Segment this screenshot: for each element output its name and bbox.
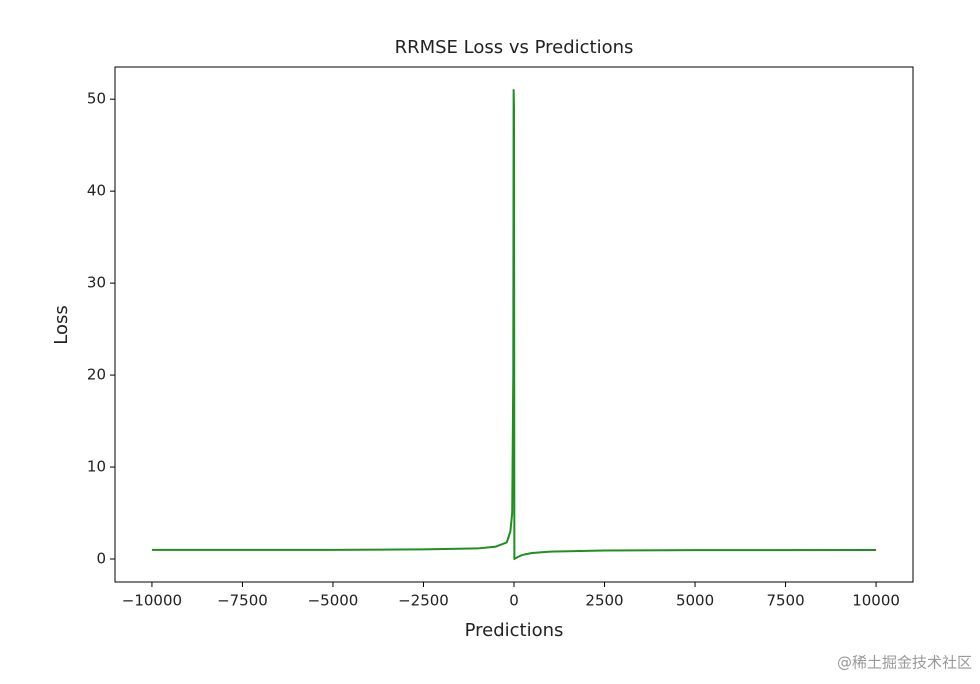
y-axis-label: Loss [51, 305, 72, 344]
x-tick-label: −2500 [398, 592, 449, 610]
x-tick-label: 10000 [852, 592, 900, 610]
x-tick-label: 2500 [585, 592, 623, 610]
y-tick-label: 20 [87, 366, 106, 384]
x-tick-label: 7500 [766, 592, 804, 610]
watermark: @稀土掘金技术社区 [837, 654, 972, 672]
x-tick-label: 5000 [676, 592, 714, 610]
y-tick-label: 30 [87, 274, 106, 292]
y-tick-label: 0 [96, 550, 106, 568]
x-tick-label: 0 [509, 592, 519, 610]
y-tick-label: 10 [87, 458, 106, 476]
x-axis-label: Predictions [465, 620, 564, 641]
data-line [151, 88, 877, 561]
y-tick-label: 50 [87, 90, 106, 108]
x-tick-label: −10000 [122, 592, 182, 610]
chart-title: RRMSE Loss vs Predictions [395, 37, 634, 58]
y-tick-label: 40 [87, 182, 106, 200]
x-tick-label: −7500 [217, 592, 268, 610]
x-tick-label: −5000 [308, 592, 359, 610]
